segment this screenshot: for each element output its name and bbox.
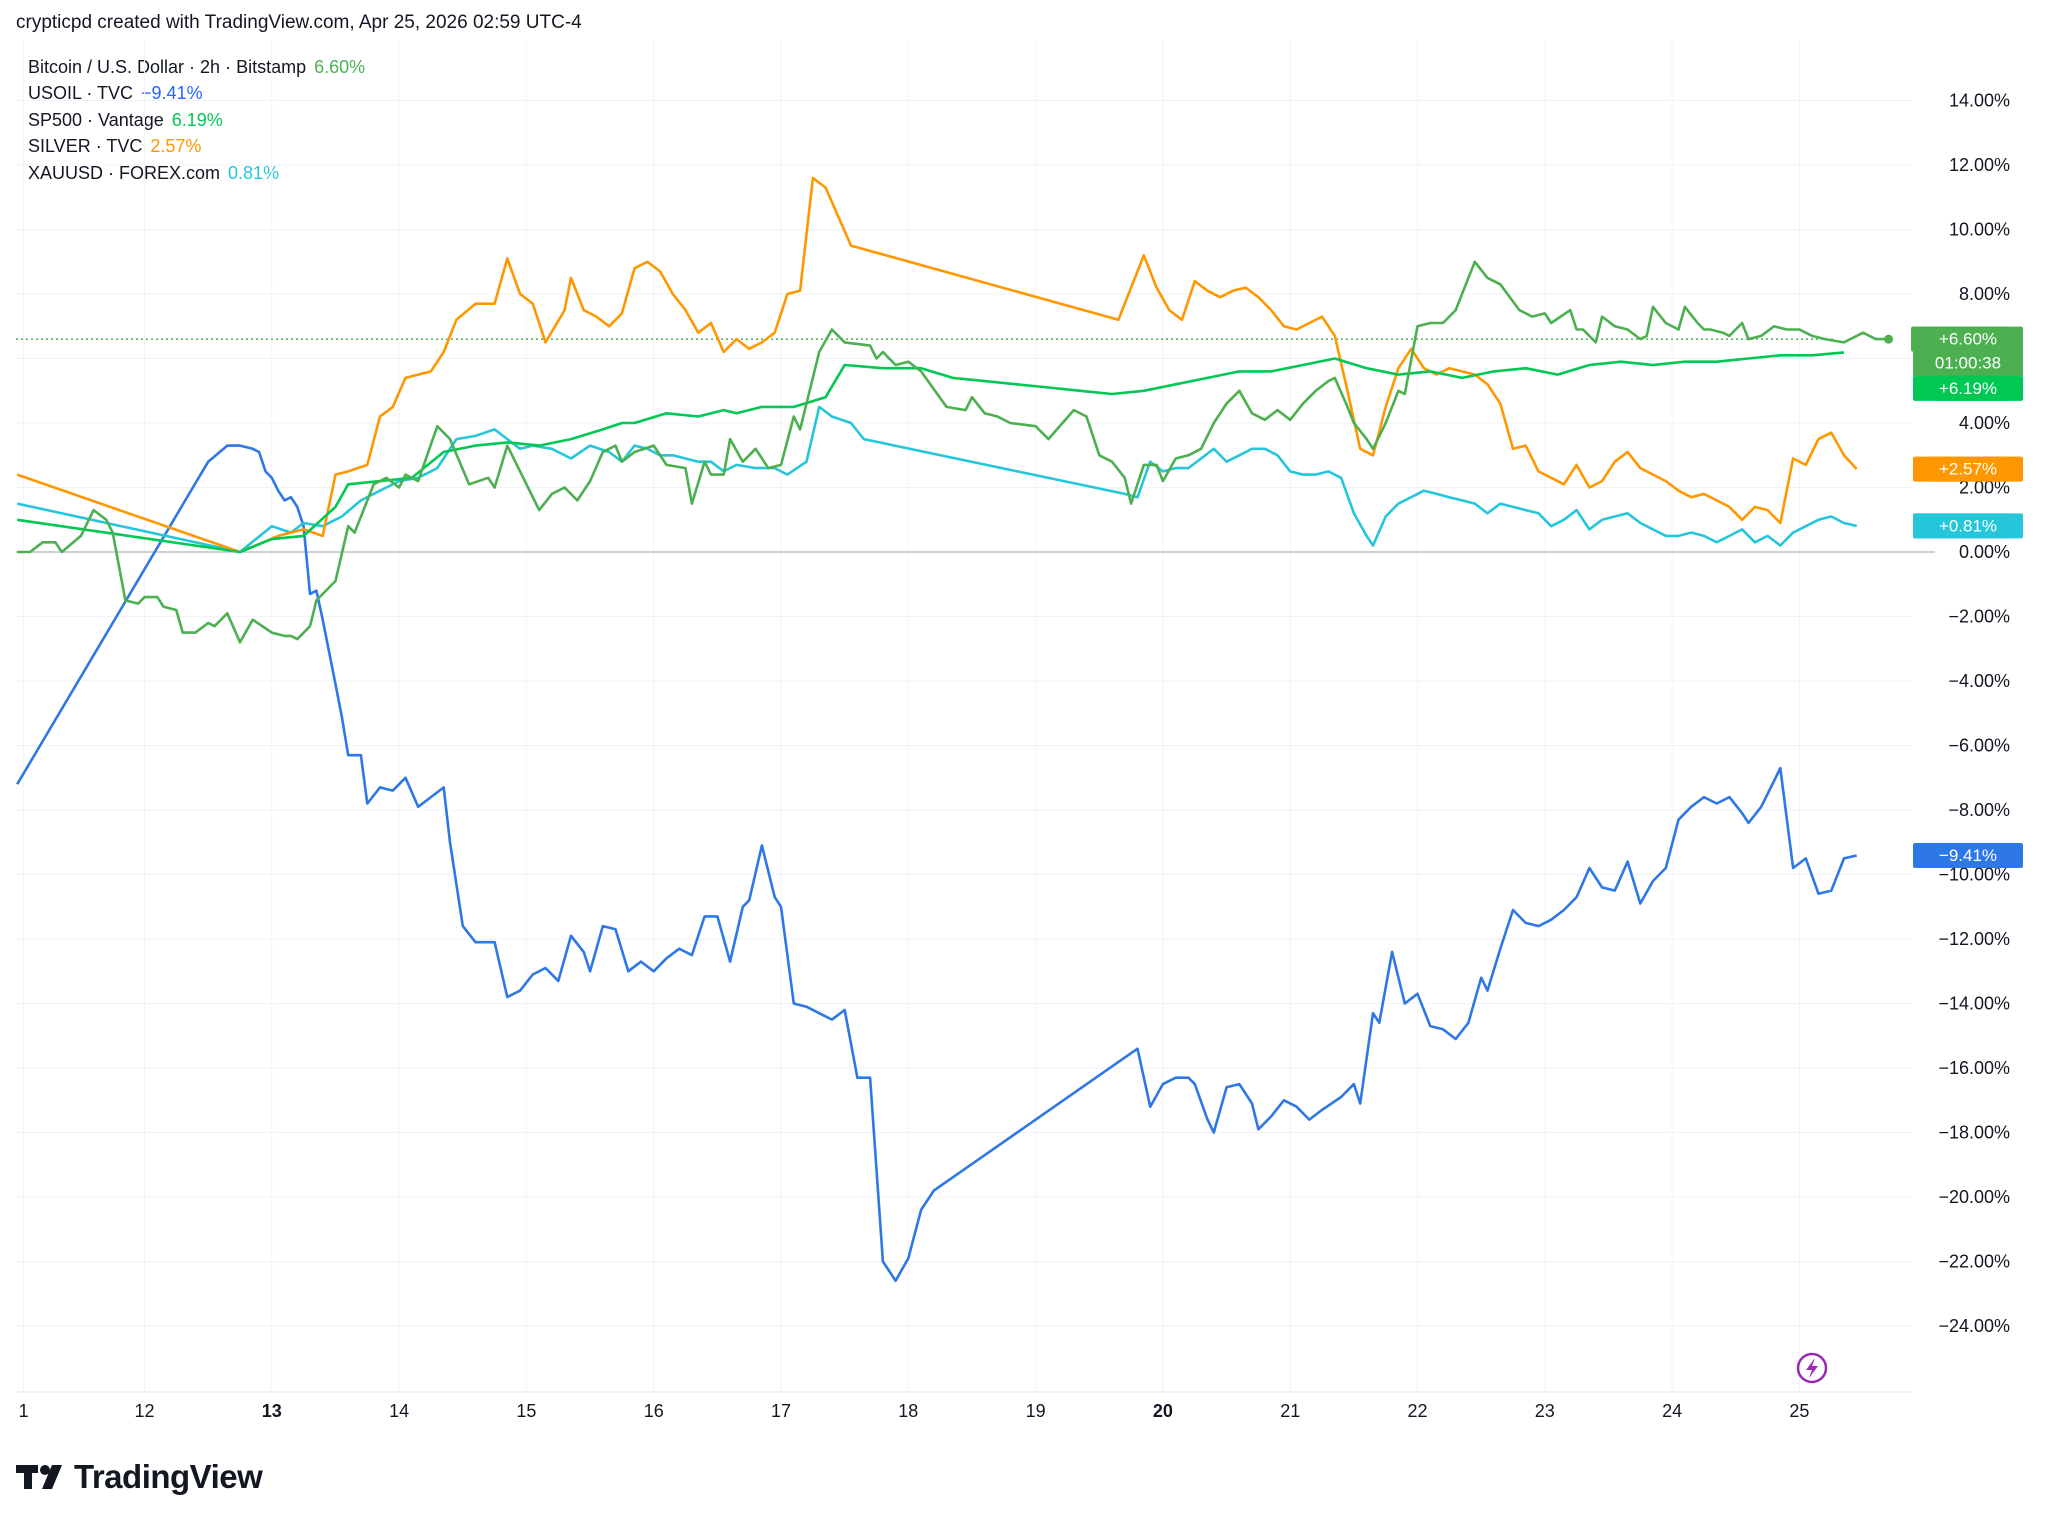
y-tick-label: −6.00% xyxy=(1948,736,2010,756)
badge-value: +6.60% xyxy=(1939,330,1997,349)
y-tick-label: −12.00% xyxy=(1938,929,2010,949)
y-tick-label: −8.00% xyxy=(1948,800,2010,820)
y-tick-label: −4.00% xyxy=(1948,671,2010,691)
lightning-bolt-shape xyxy=(1806,1358,1818,1378)
price-badges: BTCUSD+6.60%01:00:38SP500+6.19%SILVER+2.… xyxy=(1911,327,2023,868)
y-tick-label: 10.00% xyxy=(1949,220,2010,240)
x-tick-label: 19 xyxy=(1026,1401,1046,1421)
x-tick-label: 17 xyxy=(771,1401,791,1421)
y-tick-label: −16.00% xyxy=(1938,1058,2010,1078)
x-tick-label: 25 xyxy=(1789,1401,1809,1421)
series-line-usoil[interactable] xyxy=(17,446,1857,1281)
y-tick-label: −2.00% xyxy=(1948,607,2010,627)
badge-value: +0.81% xyxy=(1939,516,1997,535)
x-tick-label: 24 xyxy=(1662,1401,1682,1421)
series-line-silver[interactable] xyxy=(17,178,1857,552)
y-tick-label: 14.00% xyxy=(1949,91,2010,111)
series-line-xauusd[interactable] xyxy=(17,407,1857,552)
series-line-btcusd[interactable] xyxy=(17,262,1888,643)
series-lines xyxy=(17,178,1893,1281)
badge-countdown: 01:00:38 xyxy=(1935,354,2001,373)
y-tick-label: 0.00% xyxy=(1959,542,2010,562)
y-tick-label: 4.00% xyxy=(1959,413,2010,433)
x-tick-label: 12 xyxy=(135,1401,155,1421)
x-tick-label: 14 xyxy=(389,1401,409,1421)
x-tick-label: 13 xyxy=(262,1401,282,1421)
y-tick-label: −22.00% xyxy=(1938,1252,2010,1272)
badge-value: +6.19% xyxy=(1939,379,1997,398)
price-badge-sp500[interactable]: SP500+6.19% xyxy=(1913,376,2023,401)
y-tick-label: 8.00% xyxy=(1959,284,2010,304)
tradingview-logo-icon xyxy=(16,1462,68,1492)
x-tick-label: 18 xyxy=(898,1401,918,1421)
tradingview-logo[interactable]: TradingView xyxy=(16,1458,262,1496)
logo-text: TradingView xyxy=(74,1458,262,1496)
grid xyxy=(16,40,1935,1392)
x-tick-label: 23 xyxy=(1535,1401,1555,1421)
price-badge-silver[interactable]: SILVER+2.57% xyxy=(1913,457,2023,482)
y-tick-label: −18.00% xyxy=(1938,1123,2010,1143)
badge-value: +2.57% xyxy=(1939,460,1997,479)
x-tick-label: 1 xyxy=(19,1401,29,1421)
timeframe-icon-group[interactable] xyxy=(1798,1354,1826,1382)
price-badge-xauusd[interactable]: XAUUSD+0.81% xyxy=(1913,513,2023,538)
x-tick-label: 21 xyxy=(1280,1401,1300,1421)
badge-value: −9.41% xyxy=(1939,846,1997,865)
x-tick-label: 20 xyxy=(1153,1401,1173,1421)
y-tick-label: −24.00% xyxy=(1938,1316,2010,1336)
x-tick-label: 22 xyxy=(1408,1401,1428,1421)
y-tick-label: 12.00% xyxy=(1949,155,2010,175)
price-badge-btcusd[interactable]: BTCUSD+6.60%01:00:38 xyxy=(1911,327,2023,377)
x-tick-label: 16 xyxy=(644,1401,664,1421)
y-tick-label: −20.00% xyxy=(1938,1187,2010,1207)
x-tick-label: 15 xyxy=(516,1401,536,1421)
price-badge-usoil[interactable]: USOIL−9.41% xyxy=(1913,843,2023,868)
y-tick-label: −14.00% xyxy=(1938,994,2010,1014)
chart-plot[interactable]: 14.00%12.00%10.00%8.00%6.00%4.00%2.00%0.… xyxy=(0,0,2048,1440)
btcusd-last-point xyxy=(1884,335,1893,344)
